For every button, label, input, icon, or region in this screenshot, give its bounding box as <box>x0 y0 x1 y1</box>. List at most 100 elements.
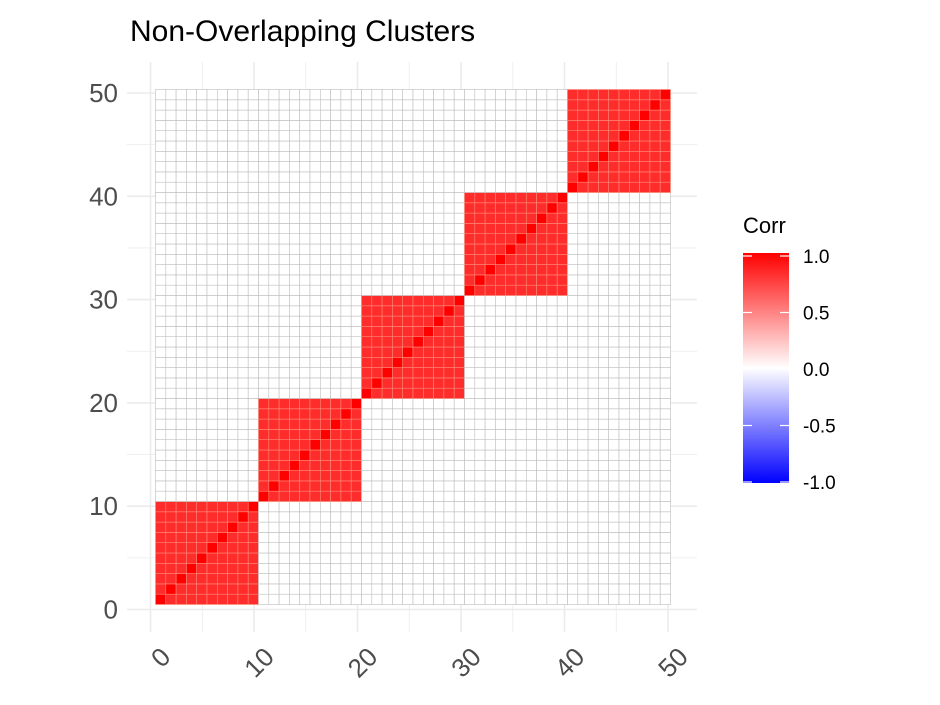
heatmap-cell <box>268 212 280 224</box>
heatmap-cell <box>237 521 249 533</box>
heatmap-cell <box>402 490 414 502</box>
heatmap-cell <box>412 387 424 399</box>
heatmap-cell <box>175 89 187 101</box>
heatmap-cell <box>247 418 259 430</box>
heatmap-cell <box>186 315 197 327</box>
heatmap-cell <box>175 511 187 523</box>
heatmap-cell <box>536 140 548 152</box>
heatmap-cell <box>443 295 455 307</box>
heatmap-cell <box>402 202 414 214</box>
heatmap-cell <box>556 336 568 348</box>
heatmap-cell <box>402 295 414 307</box>
heatmap-cell <box>361 181 373 193</box>
heatmap-cell <box>515 367 527 379</box>
heatmap-cell <box>577 398 589 410</box>
heatmap-cell <box>175 387 187 399</box>
heatmap-cell <box>309 274 321 286</box>
heatmap-cell <box>453 429 465 440</box>
heatmap-cell <box>618 181 630 193</box>
heatmap-cell <box>217 161 228 173</box>
heatmap-cell <box>165 552 177 564</box>
heatmap-cell <box>392 315 403 327</box>
heatmap-cell <box>412 254 424 265</box>
heatmap-cell <box>299 212 311 224</box>
heatmap-cell <box>217 109 228 121</box>
heatmap-cell <box>484 99 496 111</box>
heatmap-cell <box>659 459 671 471</box>
heatmap-cell <box>402 254 414 265</box>
heatmap-cell <box>608 398 620 410</box>
heatmap-cell <box>659 480 671 492</box>
heatmap-cell <box>247 562 259 574</box>
heatmap-cell <box>175 408 187 420</box>
heatmap-cell <box>278 264 290 276</box>
heatmap-cell <box>422 161 434 173</box>
heatmap-cell <box>330 89 342 101</box>
heatmap-cell <box>649 151 661 162</box>
heatmap-cell <box>247 181 259 193</box>
heatmap-cell <box>247 336 259 348</box>
heatmap-cell <box>587 532 599 544</box>
heatmap-cell <box>443 573 455 585</box>
heatmap-cell <box>556 501 568 513</box>
heatmap-cell <box>217 459 228 471</box>
heatmap-cell <box>227 408 239 420</box>
heatmap-cell <box>227 387 239 399</box>
heatmap-cell <box>289 583 300 595</box>
heatmap-cell <box>206 490 218 502</box>
heatmap-cell <box>618 109 630 121</box>
heatmap-cell <box>278 202 290 214</box>
heatmap-cell <box>196 449 208 461</box>
heatmap-cell <box>505 480 517 492</box>
heatmap-cell <box>237 429 249 440</box>
heatmap-cell <box>546 501 558 513</box>
heatmap-cell <box>556 130 568 142</box>
heatmap-cell <box>247 171 259 183</box>
heatmap-cell <box>392 202 403 214</box>
heatmap-cell <box>165 542 177 554</box>
heatmap-cell <box>628 315 640 327</box>
heatmap-cell <box>412 398 424 410</box>
heatmap-cell <box>505 367 517 379</box>
heatmap-cell <box>464 109 476 121</box>
heatmap-cell <box>422 562 434 574</box>
heatmap-cell <box>628 109 640 121</box>
heatmap-cell <box>350 212 362 224</box>
heatmap-cell <box>659 398 671 410</box>
heatmap-cell <box>309 532 321 544</box>
heatmap-cell <box>598 99 610 111</box>
heatmap-cell <box>495 171 506 183</box>
heatmap-cell <box>196 233 208 245</box>
heatmap-cell <box>453 346 465 358</box>
heatmap-cell <box>546 387 558 399</box>
heatmap-cell <box>155 573 167 585</box>
heatmap-cell <box>309 151 321 162</box>
heatmap-cell <box>536 295 548 307</box>
heatmap-cell <box>536 418 548 430</box>
heatmap-cell <box>474 223 486 234</box>
heatmap-cell <box>258 501 270 513</box>
heatmap-cell <box>474 408 486 420</box>
heatmap-cell <box>628 573 640 585</box>
heatmap-cell <box>340 542 352 554</box>
heatmap-cell <box>618 243 630 255</box>
heatmap-cell <box>587 542 599 554</box>
heatmap-cell <box>402 161 414 173</box>
heatmap-cell <box>639 583 651 595</box>
heatmap-cell <box>175 161 187 173</box>
heatmap-cell <box>464 130 476 142</box>
heatmap-cell <box>165 532 177 544</box>
x-tick-label: 20 <box>342 642 384 684</box>
heatmap-cell <box>484 171 496 183</box>
heatmap-cell <box>546 552 558 564</box>
heatmap-cell <box>165 429 177 440</box>
heatmap-cell <box>227 449 239 461</box>
heatmap-cell <box>340 408 352 420</box>
heatmap-cell <box>587 573 599 585</box>
heatmap-cell <box>186 449 197 461</box>
heatmap-cell <box>505 346 517 358</box>
heatmap-cell <box>206 305 218 317</box>
heatmap-cell <box>525 171 537 183</box>
heatmap-cell <box>155 223 167 234</box>
heatmap-cell <box>659 99 671 111</box>
